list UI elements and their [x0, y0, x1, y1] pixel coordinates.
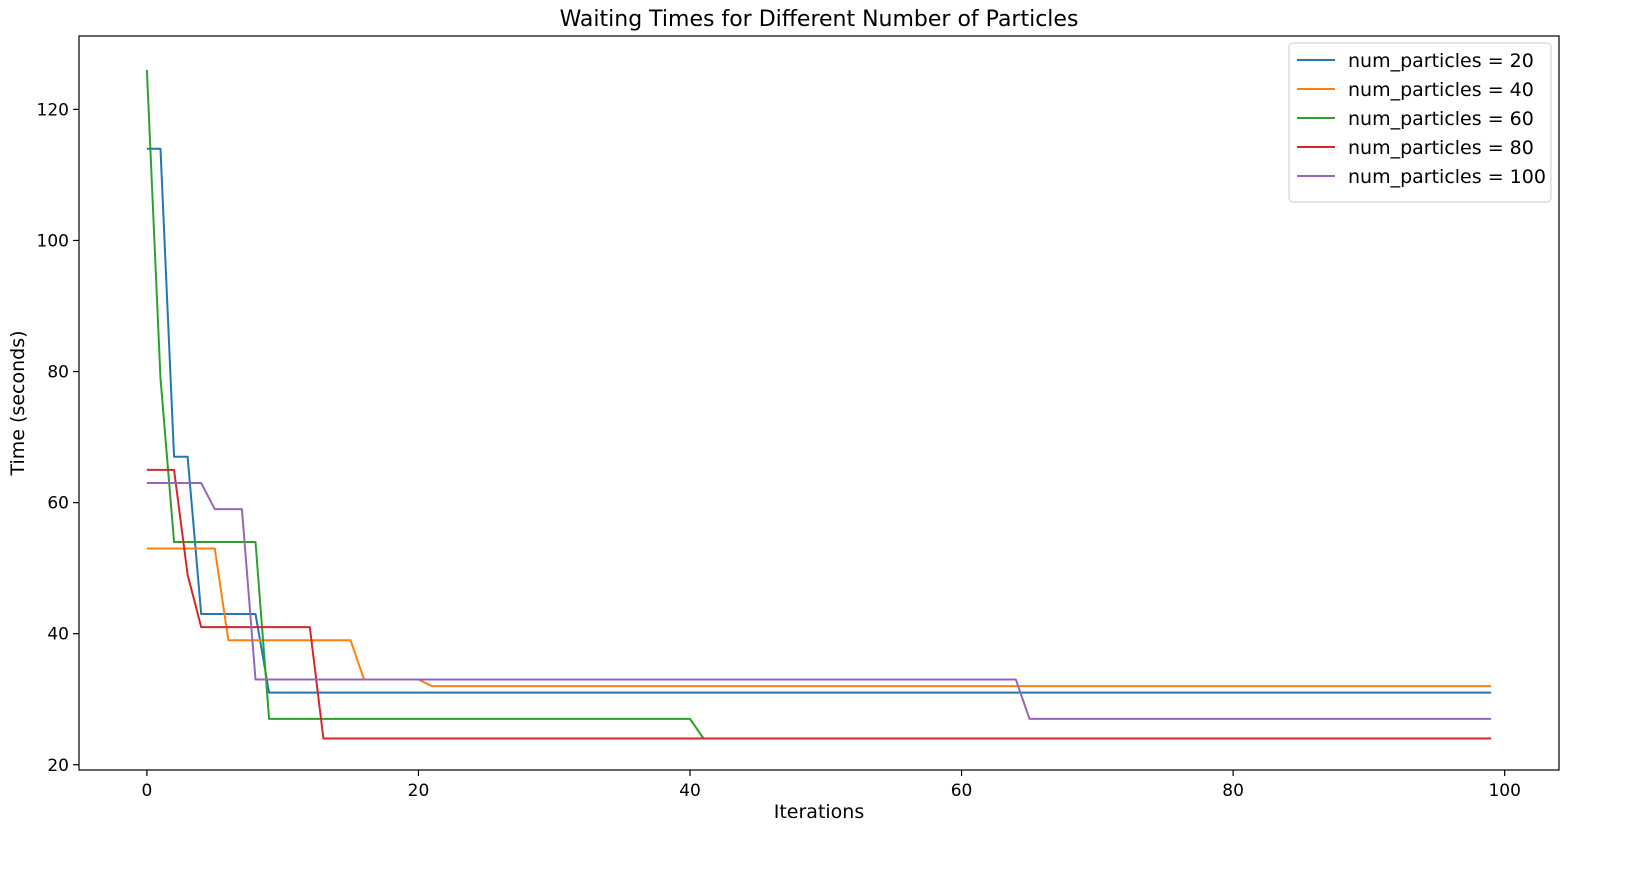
legend-label-5: num_particles = 100	[1348, 166, 1546, 188]
y-tick-label: 120	[37, 100, 69, 120]
x-tick-label: 100	[1488, 781, 1520, 801]
legend-label-1: num_particles = 20	[1348, 50, 1534, 72]
y-axis-label: Time (seconds)	[7, 330, 29, 476]
x-tick-label: 60	[951, 781, 973, 801]
series-line-3	[145, 70, 1492, 740]
x-tick-label: 40	[679, 781, 701, 801]
y-tick-label: 40	[47, 625, 69, 645]
y-tick-label: 100	[37, 231, 69, 251]
y-axis: 20 40 60 80 100 120	[37, 100, 79, 776]
plot-frame	[78, 35, 1560, 771]
legend: num_particles = 20 num_particles = 40 num_…	[1288, 42, 1552, 203]
series-layer	[145, 70, 1492, 740]
x-axis-label: Iterations	[774, 801, 865, 823]
x-axis: 0 20 40 60 80 100	[141, 770, 1521, 801]
chart-title: Waiting Times for Different Number of Pa…	[560, 7, 1079, 32]
x-tick-label: 0	[141, 781, 152, 801]
series-line-5	[146, 481, 1492, 720]
legend-label-4: num_particles = 80	[1348, 137, 1534, 159]
y-tick-label: 60	[47, 494, 69, 514]
x-tick-label: 80	[1222, 781, 1244, 801]
x-tick-label: 20	[408, 781, 430, 801]
plot-area	[78, 35, 1560, 771]
series-line-4	[146, 468, 1492, 740]
legend-label-3: num_particles = 60	[1348, 108, 1534, 130]
y-tick-label: 80	[47, 363, 69, 383]
y-tick-label: 20	[47, 756, 69, 776]
legend-label-2: num_particles = 40	[1348, 79, 1534, 101]
legend-box	[1288, 42, 1552, 203]
series-line-2	[146, 547, 1492, 688]
